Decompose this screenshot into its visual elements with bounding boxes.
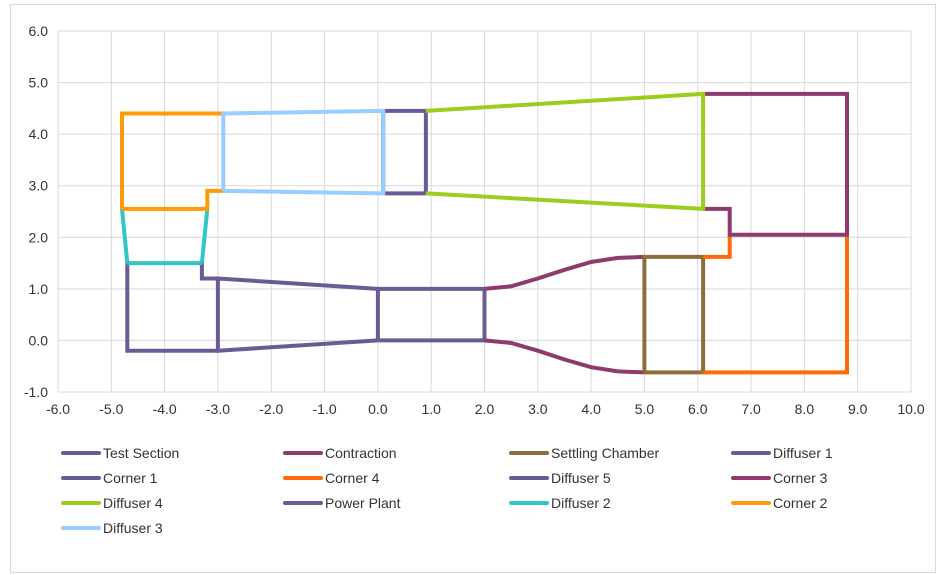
series-line: [215, 276, 379, 353]
legend-swatch: [283, 476, 323, 480]
x-tick-label: -1.0: [313, 401, 337, 417]
y-tick-label: 4.0: [29, 126, 49, 142]
series-line: [484, 254, 645, 291]
y-tick-label: 5.0: [29, 75, 49, 91]
legend-label: Power Plant: [325, 495, 401, 511]
series-line: [221, 108, 386, 196]
legend-label: Test Section: [103, 445, 180, 461]
legend-label: Diffuser 2: [551, 495, 611, 511]
legend-item: Corner 2: [731, 493, 827, 513]
legend-swatch: [283, 451, 323, 455]
legend-label: Diffuser 1: [773, 445, 833, 461]
legend-swatch: [61, 476, 101, 480]
series-line: [484, 338, 645, 375]
legend-item: Power Plant: [283, 493, 400, 513]
series-line: [199, 263, 218, 281]
legend-label: Corner 3: [773, 470, 828, 486]
legend-item: Corner 1: [61, 468, 157, 488]
legend-label: Corner 1: [103, 470, 158, 486]
series-diffuser-5: [383, 108, 428, 196]
legend-label: Corner 2: [773, 495, 828, 511]
legend-item: Diffuser 3: [61, 518, 163, 538]
x-tick-label: 0.0: [368, 401, 388, 417]
x-tick-label: 4.0: [581, 401, 601, 417]
x-tick-label: 3.0: [528, 401, 548, 417]
legend-item: Diffuser 4: [61, 493, 163, 513]
legend-item: Diffuser 1: [731, 443, 833, 463]
x-tick-label: 8.0: [795, 401, 815, 417]
series-diffuser-1: [215, 276, 379, 353]
legend-swatch: [61, 501, 101, 505]
legend-item: Diffuser 5: [509, 468, 611, 488]
series-corner-4: [703, 234, 849, 375]
legend-swatch: [283, 501, 323, 505]
y-tick-label: 1.0: [29, 281, 49, 297]
x-tick-label: -5.0: [99, 401, 123, 417]
series-contraction: [484, 254, 645, 375]
x-tick-label: -4.0: [153, 401, 177, 417]
legend-label: Settling Chamber: [551, 445, 660, 461]
legend-item: Contraction: [283, 443, 397, 463]
series-line: [125, 263, 218, 353]
x-tick-label: 10.0: [897, 401, 924, 417]
chart-frame: -6.0 -5.0 -4.0 -3.0 -2.0 -1.0 0.0 1.0 2.0 3.0 4.0 5…: [10, 4, 936, 573]
legend-swatch: [731, 501, 771, 505]
series-diffuser-3: [221, 108, 386, 196]
x-tick-label: -2.0: [259, 401, 283, 417]
legend-label: Diffuser 5: [551, 470, 611, 486]
tick-labels: -6.0 -5.0 -4.0 -3.0 -2.0 -1.0 0.0 1.0 2.0 3.0 4.0 5…: [24, 23, 925, 417]
legend-label: Diffuser 4: [103, 495, 163, 511]
series-settling-chamber: [642, 254, 706, 375]
series-corner-2: [120, 111, 224, 211]
y-tick-label: 0.0: [29, 332, 49, 348]
series-line: [703, 91, 849, 237]
legend-item: Diffuser 2: [509, 493, 611, 513]
series-line: [199, 208, 210, 264]
y-tick-label: 3.0: [29, 178, 49, 194]
series-corner-3: [703, 91, 849, 237]
series-diffuser-2: [120, 208, 210, 266]
x-tick-label: 1.0: [421, 401, 441, 417]
legend-swatch: [509, 476, 549, 480]
legend-swatch: [61, 451, 101, 455]
grid-lines: [57, 30, 912, 393]
series-line: [122, 188, 224, 211]
y-tick-label: 6.0: [29, 23, 49, 39]
chart-plot: -6.0 -5.0 -4.0 -3.0 -2.0 -1.0 0.0 1.0 2.0 3.0 4.0 5…: [24, 23, 925, 417]
series-lines: [120, 91, 849, 375]
series-corner-1: [125, 263, 218, 353]
legend-item: Settling Chamber: [509, 443, 659, 463]
series-line: [425, 91, 706, 212]
y-tick-label: -1.0: [24, 384, 48, 400]
legend-label: Diffuser 3: [103, 520, 163, 536]
legend-swatch: [731, 451, 771, 455]
series-line: [383, 108, 428, 196]
x-tick-label: 9.0: [848, 401, 868, 417]
series-line: [642, 254, 706, 375]
x-tick-label: -3.0: [206, 401, 230, 417]
legend-item: Test Section: [61, 443, 179, 463]
legend-swatch: [61, 526, 101, 530]
legend-item: Corner 4: [283, 468, 379, 488]
x-tick-label: 6.0: [688, 401, 708, 417]
series-diffuser-4: [425, 91, 706, 212]
legend-label: Contraction: [325, 445, 397, 461]
legend-swatch: [509, 451, 549, 455]
x-tick-label: 5.0: [635, 401, 655, 417]
y-tick-label: 2.0: [29, 229, 49, 245]
legend-swatch: [509, 501, 549, 505]
legend-swatch: [731, 476, 771, 480]
legend-label: Corner 4: [325, 470, 380, 486]
series-line: [120, 111, 224, 209]
series-line: [703, 234, 849, 375]
series-line: [120, 208, 130, 264]
legend-item: Corner 3: [731, 468, 827, 488]
series-line: [703, 234, 732, 259]
x-tick-label: -6.0: [46, 401, 70, 417]
x-tick-label: 2.0: [475, 401, 495, 417]
x-tick-label: 7.0: [741, 401, 761, 417]
